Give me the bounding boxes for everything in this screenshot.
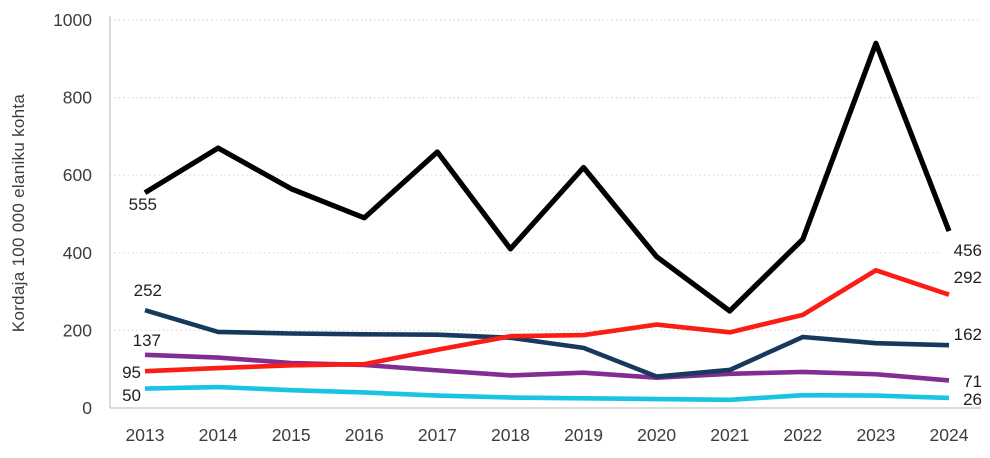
data-label-start-cyan-line: 50: [122, 386, 141, 405]
data-label-end-cyan-line: 26: [963, 390, 982, 409]
data-label-end-purple-line: 71: [963, 372, 982, 391]
y-tick-400: 400: [63, 243, 92, 263]
data-label-end-navy-line: 162: [954, 325, 982, 344]
x-tick-2020: 2020: [637, 425, 676, 445]
x-tick-2022: 2022: [783, 425, 822, 445]
data-label-start-black-line: 555: [129, 195, 157, 214]
x-tick-2016: 2016: [345, 425, 384, 445]
y-axis-title: Kordaja 100 000 elaniku kohta: [9, 93, 28, 333]
purple-line: [144, 352, 950, 383]
data-label-start-navy-line: 252: [134, 281, 162, 300]
red-line: [144, 267, 950, 374]
y-tick-200: 200: [63, 320, 92, 340]
data-label-start-purple-line: 137: [133, 331, 161, 350]
data-label-end-black-line: 456: [954, 241, 982, 260]
y-tick-0: 0: [82, 398, 92, 418]
x-tick-2023: 2023: [856, 425, 895, 445]
y-tick-1000: 1000: [53, 10, 92, 30]
y-tick-800: 800: [63, 88, 92, 108]
cyan-line: [144, 384, 950, 403]
data-label-end-red-line: 292: [954, 268, 982, 287]
x-tick-2013: 2013: [126, 425, 165, 445]
navy-line: [144, 308, 950, 379]
x-tick-2014: 2014: [199, 425, 238, 445]
x-tick-2015: 2015: [272, 425, 311, 445]
x-tick-2017: 2017: [418, 425, 457, 445]
y-tick-600: 600: [63, 165, 92, 185]
x-tick-2019: 2019: [564, 425, 603, 445]
black-line: [143, 40, 952, 314]
data-label-start-red-line: 95: [122, 363, 141, 382]
x-tick-2024: 2024: [930, 425, 969, 445]
x-tick-2018: 2018: [491, 425, 530, 445]
x-tick-2021: 2021: [710, 425, 749, 445]
